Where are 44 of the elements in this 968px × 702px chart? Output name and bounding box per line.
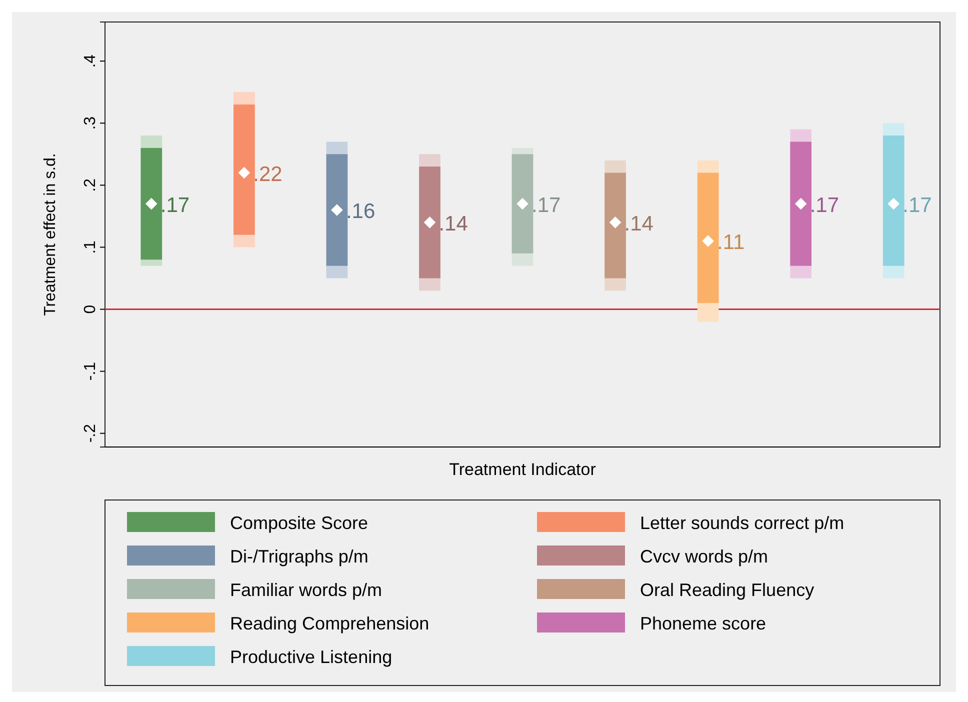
- bar: [604, 172, 626, 278]
- legend-label: Di-/Trigraphs p/m: [230, 546, 368, 566]
- y-axis-title: Treatment effect in s.d.: [42, 153, 59, 316]
- legend-label: Productive Listening: [230, 647, 392, 667]
- legend-label: Reading Comprehension: [230, 614, 430, 634]
- y-tick-label: .4: [82, 54, 99, 68]
- y-tick-label: .3: [82, 116, 99, 130]
- point: [888, 198, 900, 210]
- legend-label: Oral Reading Fluency: [640, 580, 814, 600]
- point: [609, 216, 622, 228]
- y-tick-label: .2: [82, 178, 99, 192]
- y-tick-label: .1: [82, 240, 99, 254]
- data-label: .11: [717, 231, 745, 254]
- y-tick-label: 0: [82, 304, 99, 314]
- legend-label: Phoneme score: [640, 614, 766, 634]
- data-label: .16: [346, 200, 376, 223]
- bar: [419, 166, 440, 278]
- data-label: .17: [810, 194, 840, 217]
- point: [794, 198, 807, 210]
- bar: [882, 136, 904, 266]
- bar: [697, 172, 719, 304]
- legend-label: Letter sounds correct p/m: [640, 513, 844, 533]
- point: [238, 166, 250, 179]
- point: [145, 198, 158, 210]
- data-label: .17: [532, 194, 561, 217]
- data-label: .22: [253, 162, 282, 186]
- data-label: .17: [902, 194, 932, 217]
- data-label: .17: [160, 194, 190, 217]
- y-tick-label: -.1: [82, 362, 99, 381]
- bar: [233, 104, 255, 235]
- y-tick-label: -.2: [82, 424, 99, 443]
- legend-label: Composite Score: [230, 513, 368, 533]
- data-label: .14: [624, 212, 654, 236]
- point: [702, 235, 714, 247]
- point: [331, 204, 343, 216]
- legend-label: Familiar words p/m: [230, 580, 382, 600]
- bar: [790, 142, 812, 266]
- legend-label: Cvcv words p/m: [640, 546, 768, 566]
- point: [424, 216, 436, 228]
- data-label: .14: [438, 212, 468, 236]
- point: [516, 198, 528, 210]
- bar: [326, 154, 348, 266]
- x-axis-title: Treatment Indicator: [449, 460, 596, 479]
- bar: [512, 154, 534, 254]
